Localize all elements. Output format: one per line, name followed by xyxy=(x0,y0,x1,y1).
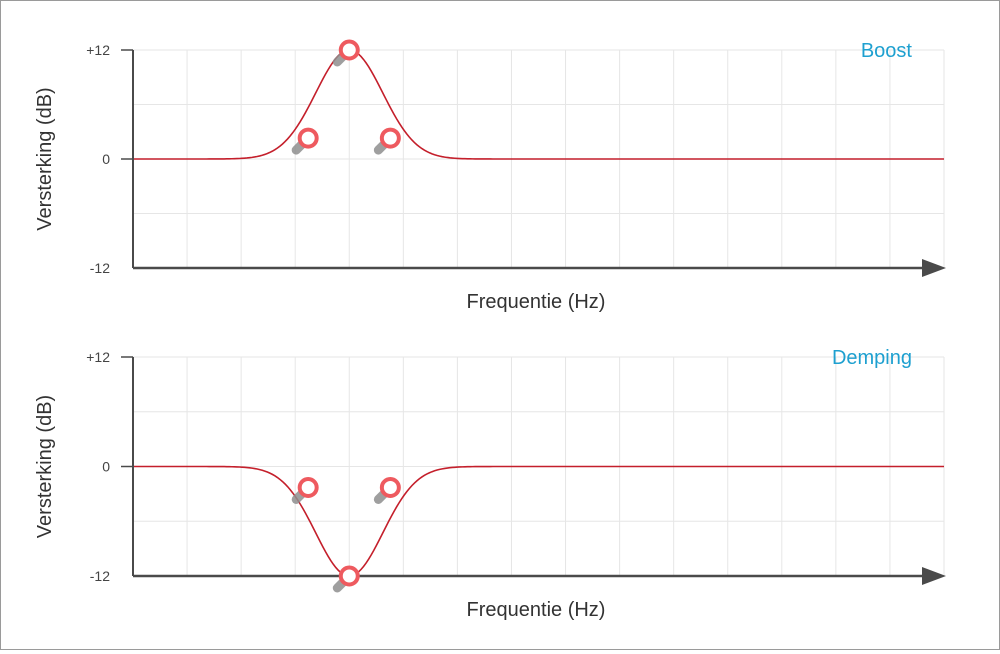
demping-ytick-bottom: -12 xyxy=(90,568,110,584)
boost-curve-layer xyxy=(133,49,944,160)
boost-x-axis-arrow xyxy=(922,259,946,277)
boost-ytick-top: +12 xyxy=(86,42,110,58)
boost-markers xyxy=(291,39,401,155)
demping-x-axis-arrow xyxy=(922,567,946,585)
boost-ylabel: Versterking (dB) xyxy=(34,87,56,230)
demping-control-point-0 xyxy=(297,476,319,498)
boost-xlabel: Frequentie (Hz) xyxy=(467,291,606,313)
demping-xlabel: Frequentie (Hz) xyxy=(467,599,606,621)
demping-axes xyxy=(121,356,946,585)
boost-ytick-bottom: -12 xyxy=(90,260,110,276)
boost-series-line xyxy=(133,49,944,160)
demping-title: Demping xyxy=(832,347,912,369)
demping-series-line xyxy=(133,465,944,577)
demping-control-point-2 xyxy=(379,476,401,498)
demping-panel: +12 0 -12 Versterking (dB) Frequentie (H… xyxy=(34,347,946,621)
demping-control-point-1 xyxy=(338,565,360,587)
demping-markers xyxy=(291,476,401,593)
boost-title: Boost xyxy=(861,40,913,62)
boost-ytick-zero: 0 xyxy=(102,151,110,167)
boost-control-point-0 xyxy=(297,127,319,149)
boost-axes xyxy=(121,49,946,277)
demping-ylabel: Versterking (dB) xyxy=(34,395,56,538)
demping-ytick-zero: 0 xyxy=(102,459,110,475)
demping-curve-layer xyxy=(133,465,944,577)
boost-control-point-2 xyxy=(379,127,401,149)
boost-control-point-1 xyxy=(338,39,360,61)
demping-ytick-top: +12 xyxy=(86,349,110,365)
boost-panel: +12 0 -12 Versterking (dB) Frequentie (H… xyxy=(34,39,946,313)
